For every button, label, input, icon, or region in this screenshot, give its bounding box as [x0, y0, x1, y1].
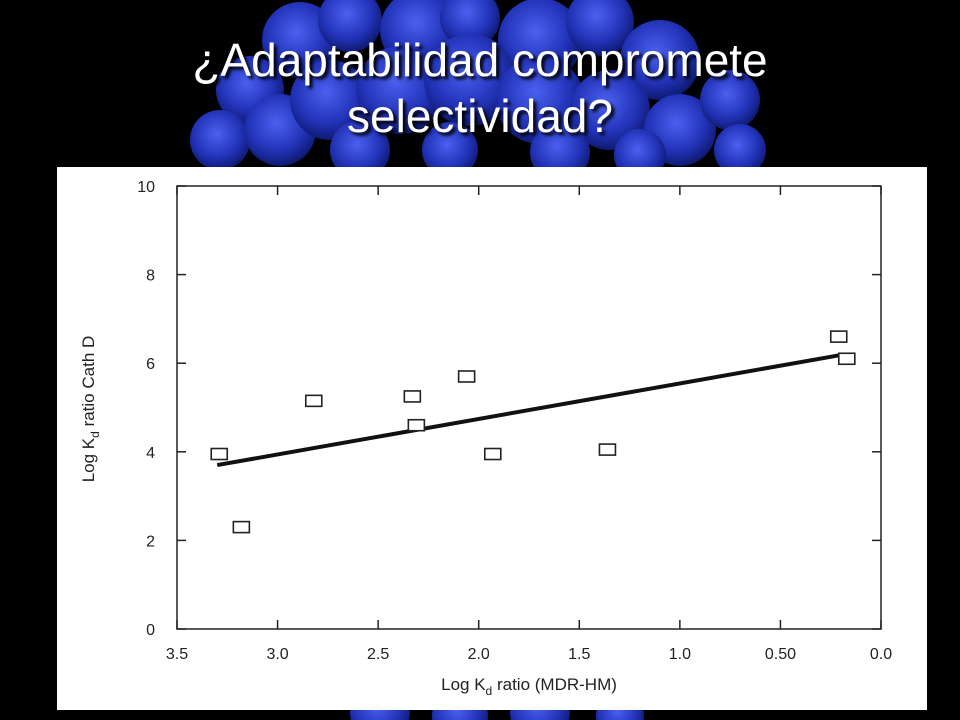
x-axis-label: Log Kd ratio (MDR-HM)	[441, 675, 617, 698]
y-tick-label: 8	[146, 268, 155, 285]
chart-panel: 3.5 3.0 2.5 2.0 1.5 1.0 0.50 0.0 0 2 4 6 8 10 Log Kd…	[57, 167, 927, 710]
y-axis-label-rest: ratio Cath D	[79, 336, 98, 431]
x-tick-label: 2.5	[367, 646, 389, 663]
y-axis-label-main: Log K	[79, 437, 98, 482]
x-tick-label: 0.50	[765, 646, 796, 663]
data-point	[210, 447, 229, 461]
y-tick-label: 2	[146, 533, 155, 550]
plot-frame	[176, 185, 882, 630]
data-point	[829, 330, 848, 343]
x-tick-label: 1.0	[669, 646, 691, 663]
slide-title: ¿Adaptabilidad compromete selectividad?	[0, 32, 960, 144]
y-axis-label-subscript: d	[88, 431, 102, 438]
x-tick-label: 1.5	[568, 646, 590, 663]
data-point	[483, 447, 502, 461]
x-axis-label-main: Log K	[441, 675, 486, 694]
x-axis-label-rest: ratio (MDR-HM)	[492, 675, 617, 694]
data-point	[232, 520, 251, 534]
fit-line-layer	[216, 352, 846, 468]
data-points	[210, 330, 856, 534]
data-point	[598, 443, 617, 456]
data-point	[457, 370, 476, 383]
data-point	[304, 394, 323, 408]
y-tick-label: 10	[137, 179, 155, 196]
slide-title-line-2: selectividad?	[347, 90, 613, 142]
y-axis: 0 2 4 6 8 10	[137, 179, 881, 639]
x-tick-label: 2.0	[468, 646, 490, 663]
data-point	[838, 352, 856, 366]
slide-title-line-1: ¿Adaptabilidad compromete	[192, 34, 768, 86]
x-tick-label: 3.0	[266, 646, 288, 663]
x-tick-label: 0.0	[870, 646, 892, 663]
x-axis-label-subscript: d	[486, 684, 493, 698]
y-axis-label: Log Kd ratio Cath D	[79, 336, 102, 483]
x-tick-label: 3.5	[166, 646, 188, 663]
y-tick-label: 0	[146, 622, 155, 639]
y-tick-label: 6	[146, 356, 155, 373]
fit-line	[216, 352, 846, 468]
x-axis: 3.5 3.0 2.5 2.0 1.5 1.0 0.50 0.0	[166, 186, 892, 663]
y-tick-label: 4	[146, 445, 155, 462]
data-point	[403, 390, 422, 403]
data-point	[407, 418, 426, 432]
